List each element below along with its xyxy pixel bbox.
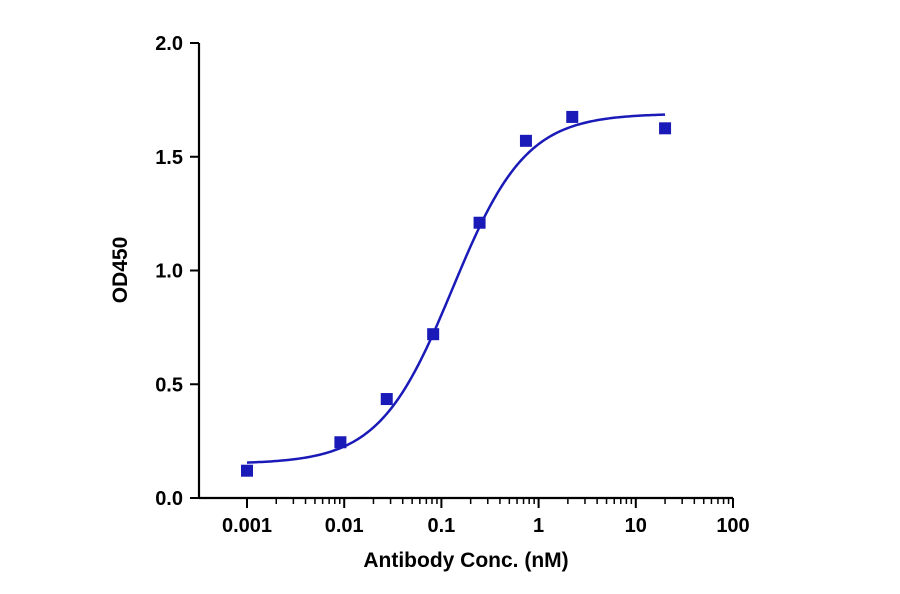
x-tick-label: 10 [625,515,647,537]
x-tick-label: 0.1 [427,515,455,537]
y-tick-label: 2.0 [155,33,183,55]
y-axis-title: OD450 [109,237,132,304]
x-ticks [246,498,734,508]
x-tick-label: 100 [716,515,749,537]
data-points [241,110,672,477]
x-tick-label: 0.001 [222,515,272,537]
x-minor-ticks [275,498,730,504]
x-tick-label: 0.01 [325,515,364,537]
y-ticks [190,42,199,499]
y-tick-label: 0.5 [155,374,183,396]
data-point [659,122,672,135]
data-point [473,216,486,229]
x-tick-labels: 0.001 0.01 0.1 1 10 100 [222,515,750,537]
data-point [519,134,532,147]
x-tick-label: 1 [533,515,544,537]
data-point [427,328,440,341]
y-tick-labels: 0.0 0.5 1.0 1.5 2.0 [155,33,183,510]
data-point [241,464,253,477]
y-tick-label: 1.0 [155,261,183,283]
data-point [380,393,393,406]
x-axis-title: Antibody Conc. (nM) [363,549,568,572]
fit-curve [246,113,666,464]
data-point [566,110,579,123]
y-tick-label: 1.5 [155,147,183,169]
data-point [334,436,347,449]
y-tick-label: 0.0 [155,488,183,510]
